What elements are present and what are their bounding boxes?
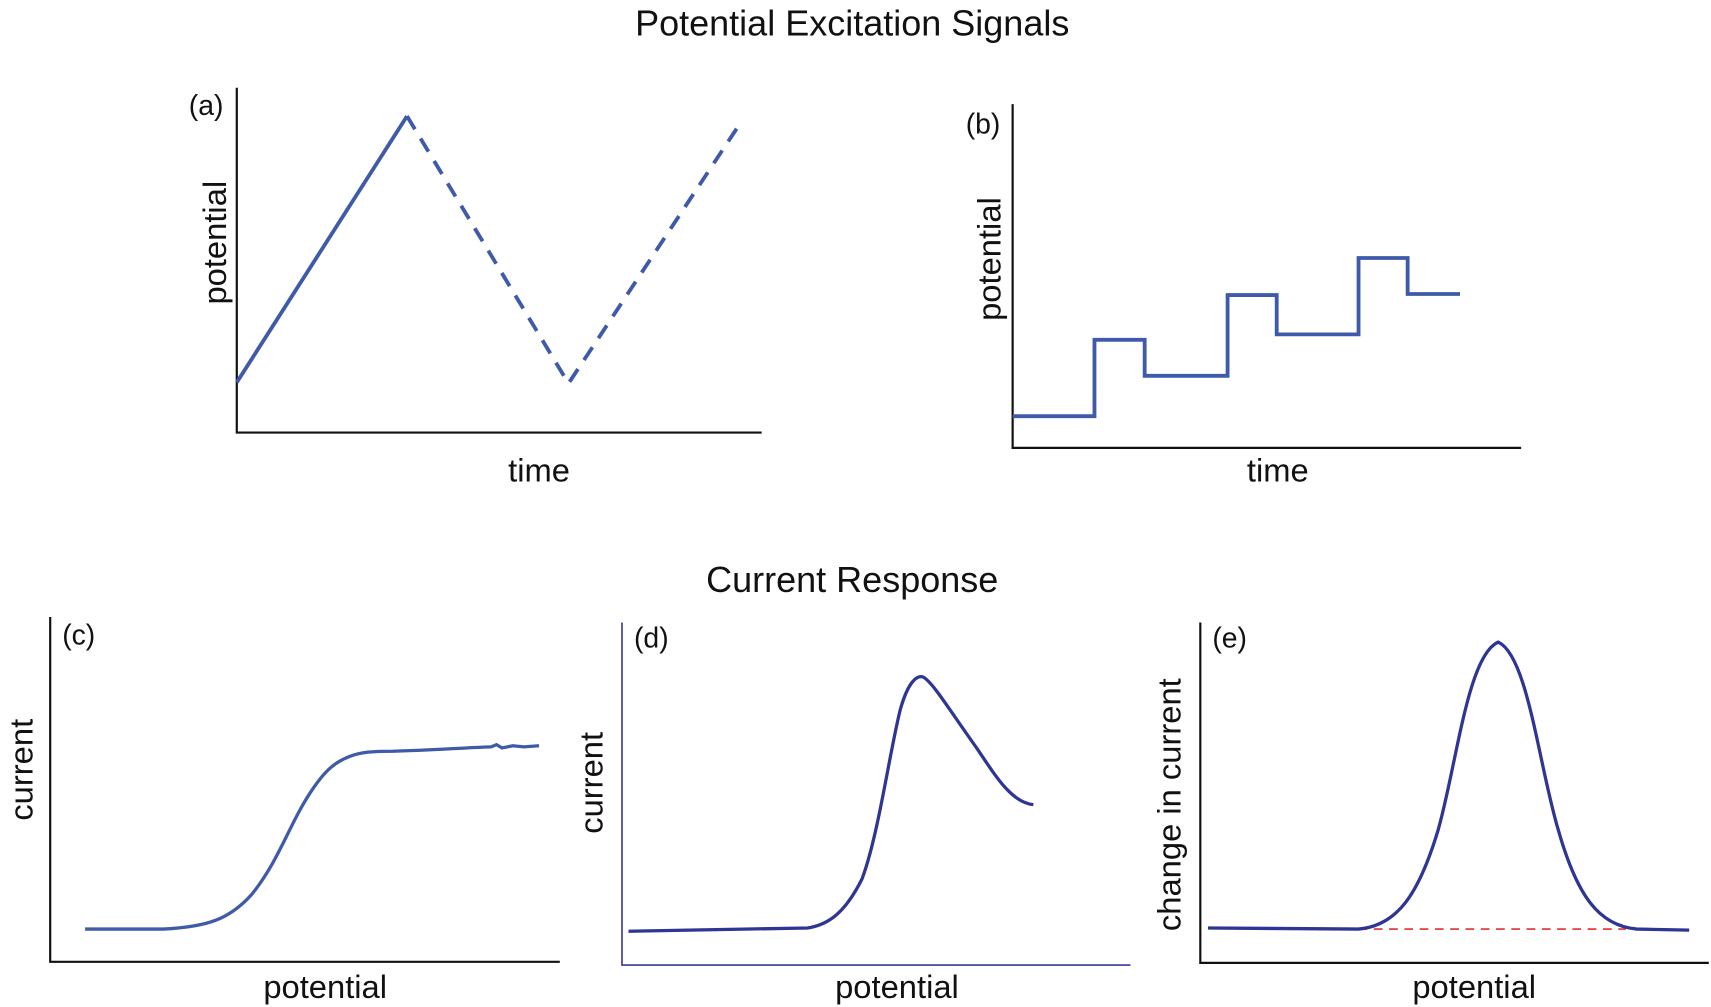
panel-label: (b)	[966, 109, 1001, 141]
pulse-staircase-line	[1012, 256, 1461, 419]
sigmoid-response-curve	[85, 742, 540, 931]
x-axis-label: potential	[1412, 968, 1536, 1005]
peak-response-curve	[628, 675, 1034, 933]
linear-sweep-line	[235, 115, 409, 384]
panel-label: (e)	[1212, 623, 1247, 655]
y-axis-label: potential	[196, 181, 233, 305]
y-axis-label: change in current	[1151, 678, 1188, 931]
axes	[1011, 104, 1522, 449]
axes	[49, 616, 560, 963]
x-axis-label: time	[1247, 452, 1309, 489]
panel-d: (d) current potential	[572, 622, 1131, 1005]
panel-label: (d)	[634, 623, 669, 655]
axes	[621, 622, 1131, 966]
axes	[235, 87, 762, 434]
panel-e: (e) change in current potential	[1151, 622, 1709, 1005]
x-axis-label: time	[508, 452, 570, 489]
y-axis-label: current	[3, 719, 40, 821]
x-axis-label: potential	[835, 968, 959, 1005]
panel-b: (b) potential time	[966, 104, 1522, 489]
panel-label: (c)	[62, 619, 95, 651]
differential-peak-curve	[1207, 640, 1690, 932]
title-excitation-signals: Potential Excitation Signals	[635, 2, 1069, 43]
panel-c: (c) current potential	[3, 616, 560, 1005]
cyclic-return-dashed-line	[405, 115, 744, 388]
axes	[1199, 622, 1709, 964]
title-current-response: Current Response	[706, 559, 998, 600]
panel-label: (a)	[189, 90, 224, 122]
y-axis-label: potential	[971, 197, 1008, 321]
x-axis-label: potential	[263, 968, 387, 1005]
y-axis-label: current	[572, 732, 609, 834]
panel-a: (a) potential time	[189, 87, 762, 489]
